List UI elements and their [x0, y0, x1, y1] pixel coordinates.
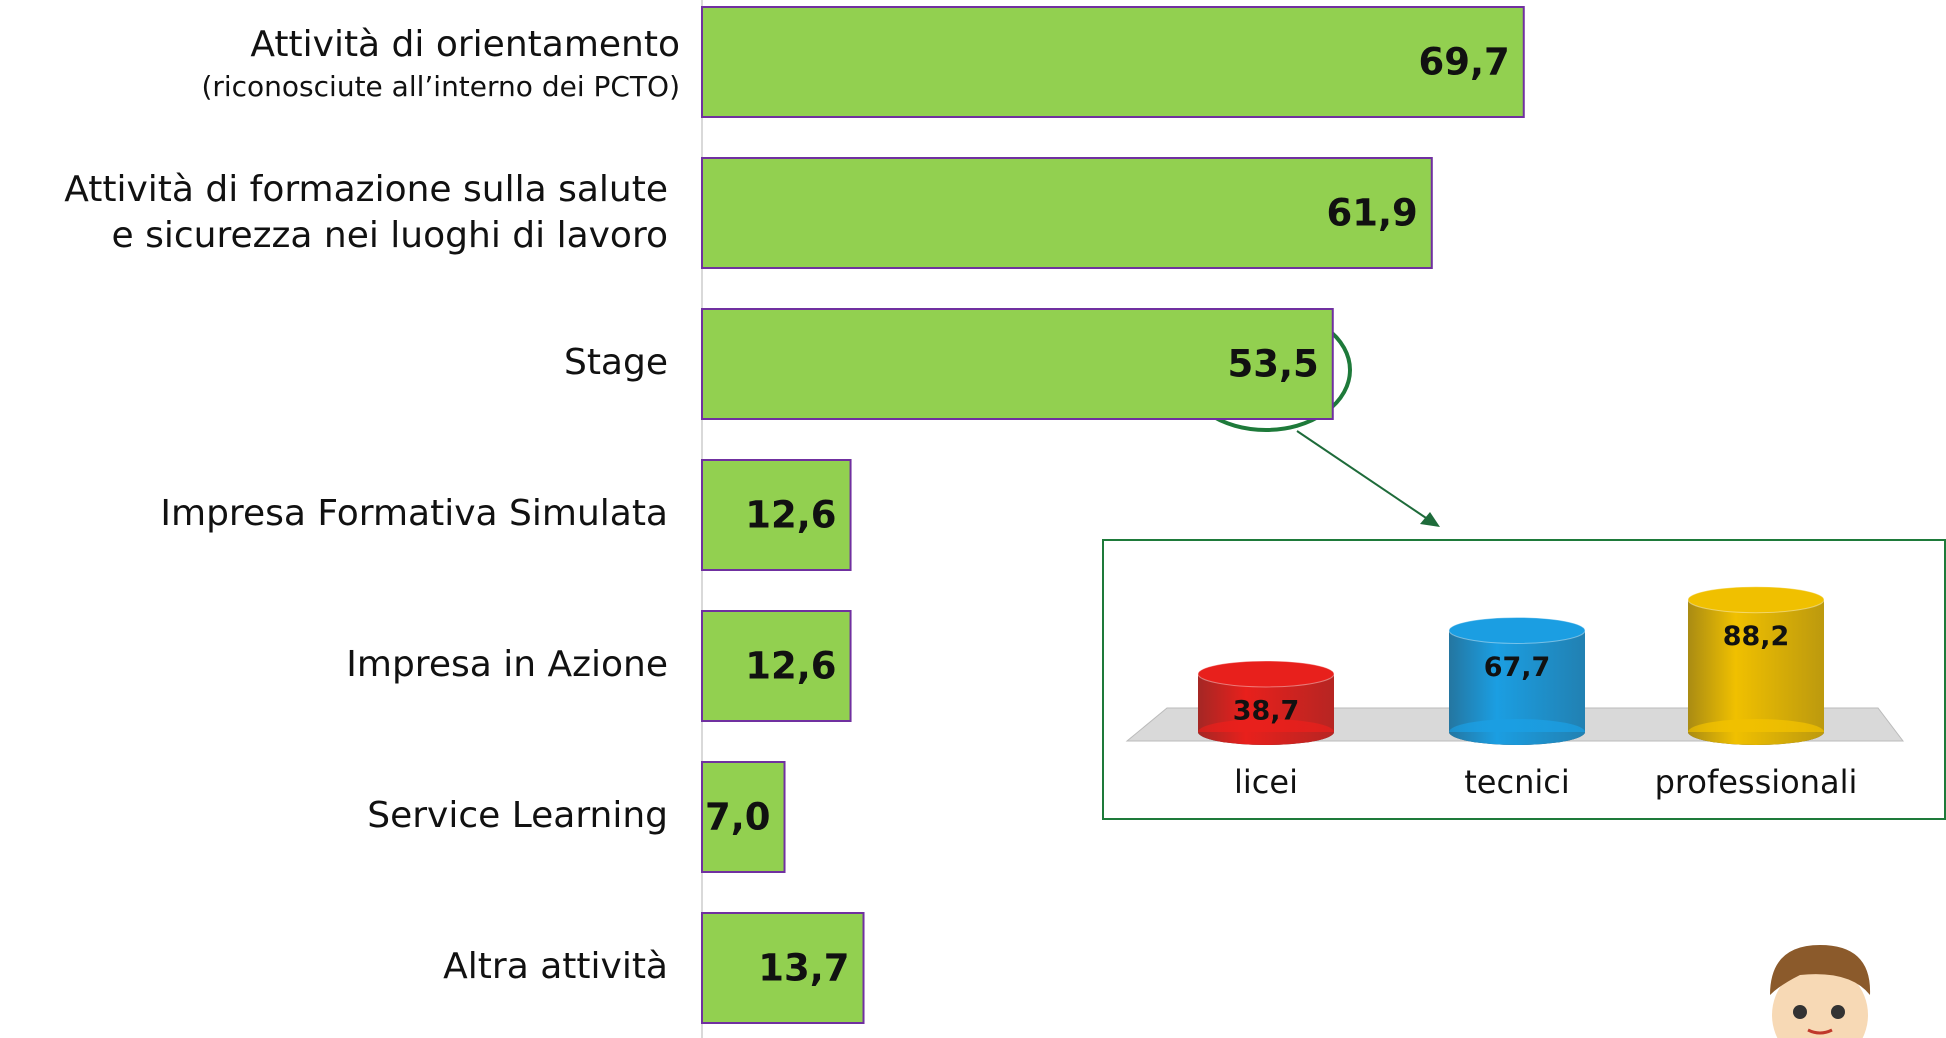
category-label: Service Learning	[367, 795, 668, 836]
category-label: Impresa in Azione	[346, 644, 668, 685]
value-label: 38,7	[1233, 695, 1300, 726]
category-label: tecnici	[1464, 763, 1569, 801]
cylinder-top	[1449, 617, 1585, 643]
value-label: 67,7	[1484, 652, 1551, 683]
category-label: Stage	[564, 342, 668, 383]
category-label: Attività di orientamento(riconosciute al…	[201, 24, 680, 103]
chart: 69,7 Attività di orientamento(riconosciut…	[0, 0, 1946, 1038]
category-label: licei	[1234, 763, 1298, 801]
arrow-head	[1420, 512, 1440, 527]
value-label: 69,7	[1418, 41, 1509, 84]
mascot	[1770, 945, 1870, 1038]
value-label: 7,0	[705, 796, 771, 839]
category-label: Impresa Formativa Simulata	[160, 493, 668, 534]
category-label: professionali	[1655, 763, 1858, 801]
cylinder-top	[1198, 661, 1334, 687]
bar	[702, 7, 1524, 117]
value-label: 12,6	[745, 494, 836, 537]
arrow-line	[1297, 431, 1432, 522]
value-label: 88,2	[1723, 621, 1790, 652]
cylinder-bottom	[1688, 719, 1824, 745]
category-label: Altra attività	[443, 946, 668, 987]
cylinder-top	[1688, 587, 1824, 613]
cylinder-body	[1688, 600, 1824, 732]
value-label: 61,9	[1327, 192, 1418, 235]
bar	[702, 158, 1432, 268]
cylinder-bottom	[1449, 719, 1585, 745]
value-label: 12,6	[745, 645, 836, 688]
value-label: 53,5	[1227, 343, 1318, 386]
value-label: 13,7	[758, 947, 849, 990]
